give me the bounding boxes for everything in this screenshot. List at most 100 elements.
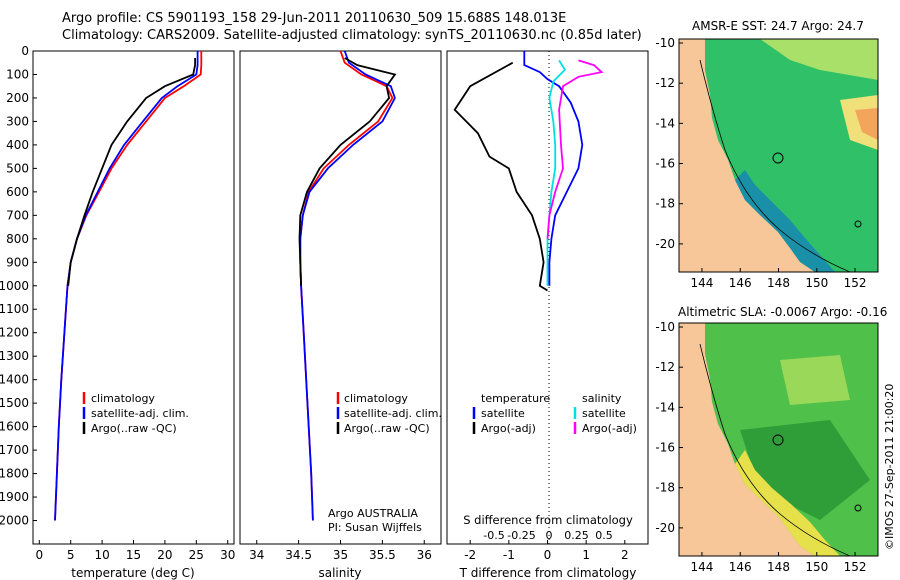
x-tick-label: 35.5 [369, 548, 396, 562]
map-y-tick-label: -14 [655, 116, 675, 130]
map-x-tick-label: 146 [729, 560, 752, 574]
map-y-tick-label: -12 [655, 76, 675, 90]
x-tick-label: 10 [94, 548, 109, 562]
y-tick-label: 200 [6, 91, 29, 105]
s-difference-label: S difference from climatology [463, 513, 633, 527]
salinity-legend-clim: climatology [344, 392, 408, 405]
temperature-xlabel: temperature (deg C) [71, 566, 194, 580]
y-tick-label: 1200 [0, 326, 29, 340]
temperature-lines [54, 51, 203, 521]
sst-float-marker [772, 152, 784, 164]
y-tick-label: 600 [6, 185, 29, 199]
legend-salinity-title: salinity [582, 392, 622, 405]
map-x-tick-label: 150 [805, 276, 828, 290]
map-y-tick-label: -16 [655, 157, 675, 171]
difference-panel: -2 -1 0 1 2 S difference from climatology -0… [446, 50, 649, 580]
y-tick-label: 1900 [0, 490, 29, 504]
x-tick-label: 34 [249, 548, 264, 562]
s-difference-ticks: -0.5 -0.25 0 0.25 0.5 [483, 529, 612, 542]
y-tick-label: 400 [6, 138, 29, 152]
legend-temp-argo: Argo(-adj) [481, 422, 536, 435]
series-line-satellite-adj-clim- [299, 50, 396, 521]
x-tick-label: 15 [126, 548, 141, 562]
series-line-salinity-argo-adj- [546, 59, 604, 239]
y-tick-label: 1400 [0, 373, 29, 387]
legend-sal-satellite: satellite [582, 407, 626, 420]
x-tick-label: 20 [157, 548, 172, 562]
temperature-legend-clim: climatology [91, 392, 155, 405]
sst-warm-patch-2 [855, 108, 878, 140]
salinity-lines [298, 50, 397, 521]
x-tick-label: -2 [464, 548, 476, 562]
figure-title-line2: Climatology: CARS2009. Satellite-adjuste… [62, 28, 642, 43]
series-line-temperature-argo-adj- [453, 61, 548, 292]
sst-coastal-band [735, 170, 835, 272]
map-x-tick-label: 146 [729, 276, 752, 290]
x-tick-label: 0 [35, 548, 43, 562]
s-tick-label: -0.5 [483, 529, 504, 542]
x-tick-label: 34.5 [285, 548, 312, 562]
map-y-tick-label: -12 [655, 360, 675, 374]
difference-x-axis: -2 -1 0 1 2 [464, 540, 629, 562]
s-tick-label: -0.25 [507, 529, 535, 542]
t-difference-label: T difference from climatology [459, 566, 637, 580]
map-x-tick-label: 144 [691, 560, 714, 574]
salinity-legend-argo: Argo(..raw -QC) [344, 422, 430, 435]
temperature-legend-argo: Argo(..raw -QC) [91, 422, 177, 435]
sla-light-patch [780, 355, 850, 405]
x-tick-label: -1 [503, 548, 515, 562]
s-tick-label: 0.5 [595, 529, 613, 542]
series-line-argo-raw-qc- [67, 58, 197, 286]
difference-lines [453, 51, 604, 292]
map-y-tick-label: -20 [655, 521, 675, 535]
sla-map: Altimetric SLA: -0.0067 Argo: -0.16 144 1… [655, 305, 887, 574]
map-y-tick-label: -18 [655, 197, 675, 211]
series-line-argo-raw-qc- [298, 57, 397, 286]
y-tick-label: 1700 [0, 443, 29, 457]
legend-sal-argo: Argo(-adj) [582, 422, 637, 435]
x-tick-label: 30 [220, 548, 235, 562]
s-tick-label: 0 [546, 529, 553, 542]
salinity-annotation-pi: PI: Susan Wijffels [328, 521, 422, 534]
depth-axis: 0 100 200 300 400 500 600 700 800 900 1000 1100 1200… [0, 44, 37, 528]
temperature-panel: 0100200300400500600700800900100011001200… [0, 44, 235, 580]
map-y-tick-label: -14 [655, 400, 675, 414]
salinity-axes-box [239, 50, 442, 545]
imos-stamp: ©IMOS 27-Sep-2011 21:00:20 [883, 384, 896, 550]
y-tick-label: 500 [6, 161, 29, 175]
y-tick-label: 700 [6, 208, 29, 222]
y-tick-label: 100 [6, 67, 29, 81]
temperature-x-axis: 0 5 10 15 20 25 30 [35, 540, 235, 562]
temperature-legend: climatology satellite-adj. clim. Argo(..… [82, 392, 189, 435]
map-y-tick-label: -20 [655, 237, 675, 251]
map-x-tick-label: 152 [844, 276, 867, 290]
sst-map-title: AMSR-E SST: 24.7 Argo: 24.7 [692, 19, 864, 33]
x-tick-label: 35 [333, 548, 348, 562]
sla-coastal-yellow [735, 450, 840, 556]
series-line-temperature-satellite [523, 51, 584, 286]
legend-temp-satellite: satellite [481, 407, 525, 420]
x-tick-label: 2 [621, 548, 629, 562]
sst-map: AMSR-E SST: 24.7 Argo: 24.7 144 146 148 150… [655, 19, 879, 290]
sla-map-axes: 144 146 148 150 152 -10 -12 -14 -16 -18 -20 [655, 320, 879, 574]
map-x-tick-label: 150 [805, 560, 828, 574]
figure-title-line1: Argo profile: CS 5901193_158 29-Jun-2011… [62, 11, 567, 26]
map-y-tick-label: -16 [655, 441, 675, 455]
y-tick-label: 1500 [0, 396, 29, 410]
y-tick-label: 1300 [0, 349, 29, 363]
salinity-panel: 34 34.5 35 35.5 36 salinity climatology sate… [239, 50, 442, 580]
y-tick-label: 0 [21, 44, 29, 58]
x-tick-label: 0 [544, 548, 552, 562]
sla-float-marker [772, 434, 784, 446]
salinity-xlabel: salinity [318, 566, 361, 580]
x-tick-label: 25 [189, 548, 204, 562]
y-tick-label: 1600 [0, 420, 29, 434]
temperature-legend-sat: satellite-adj. clim. [91, 407, 189, 420]
sst-reef-outline [699, 59, 851, 273]
map-y-tick-label: -10 [655, 36, 675, 50]
difference-legend: temperature salinity satellite Argo(-adj… [472, 392, 637, 435]
map-x-tick-label: 148 [767, 560, 790, 574]
sla-island-marker [854, 504, 862, 512]
sst-sea-field [705, 39, 878, 272]
